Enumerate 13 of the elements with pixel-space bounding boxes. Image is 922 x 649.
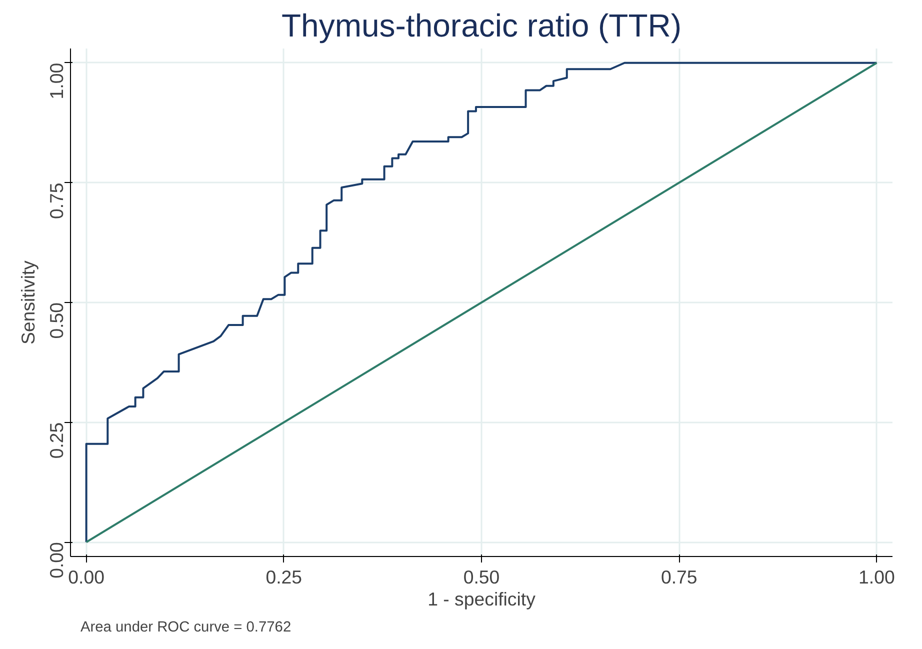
x-tick-label: 0.00 (68, 566, 104, 588)
x-tick-label: 0.50 (463, 566, 500, 588)
y-axis-title: Sensitivity (18, 260, 38, 344)
y-tick-label: 0.50 (46, 302, 67, 339)
x-tick-label: 0.25 (266, 566, 302, 588)
text: Area under ROC curve = 0.7762 (80, 620, 292, 636)
x-tick-label: 0.75 (660, 566, 698, 588)
y-tick-label: 0.75 (46, 182, 67, 219)
x-tick-label: 1.00 (858, 566, 895, 588)
x-axis-title: 1 - specificity (428, 588, 536, 610)
y-tick-label: 1.00 (46, 62, 67, 100)
chart-title: Thymus-thoracic ratio (TTR) (281, 8, 682, 44)
y-tick-label: 0.25 (46, 422, 67, 459)
